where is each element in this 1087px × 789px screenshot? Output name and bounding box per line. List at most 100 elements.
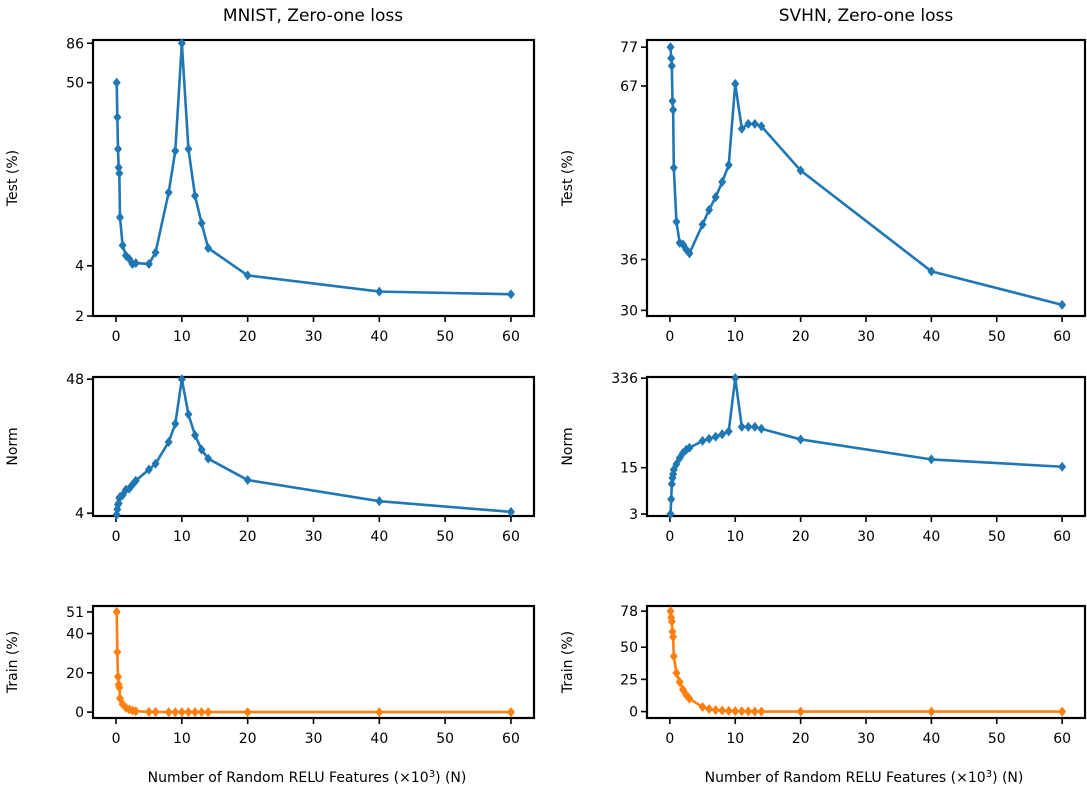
x-tick-label: 60 (502, 731, 520, 747)
data-point (184, 144, 193, 155)
data-point (678, 239, 687, 250)
chart-title-svhn: SVHN, Zero-one loss (779, 6, 954, 26)
y-tick-label: 50 (66, 76, 84, 92)
data-point (698, 702, 707, 713)
data-point (724, 159, 733, 170)
data-point (191, 707, 200, 718)
y-tick-label: 0 (75, 705, 84, 721)
x-tick-label: 40 (370, 731, 388, 747)
x-tick-label: 30 (857, 731, 875, 747)
data-point (243, 270, 252, 281)
data-point (184, 707, 193, 718)
data-point (667, 60, 676, 71)
data-point (685, 442, 694, 453)
data-point (737, 421, 746, 432)
data-point (1058, 461, 1067, 472)
data-point (204, 707, 213, 718)
data-point (757, 423, 766, 434)
x-tick-label: 40 (922, 529, 940, 545)
x-axis-label-right: Number of Random RELU Features (×103) (N… (705, 769, 1024, 787)
panel-svhn-train: 0 10 20 30 40 50 60 0 25 50 78 Train (%) (560, 604, 1087, 747)
x-tick-label: 0 (112, 529, 121, 545)
data-point (243, 475, 252, 486)
x-tick-label: 60 (1053, 731, 1071, 747)
y-tick-label: 48 (66, 372, 84, 388)
x-tick-label: 60 (502, 329, 520, 345)
y-tick-label: 3 (629, 507, 638, 523)
data-point (375, 496, 384, 507)
x-tick-label: 10 (173, 731, 191, 747)
y-tick-label: 336 (611, 371, 638, 387)
data-point (718, 177, 727, 188)
panel-mnist-train: 0 10 20 30 40 50 60 0 20 40 51 Train (%) (5, 605, 536, 747)
x-tick-label: 0 (665, 731, 674, 747)
plot-frame (645, 38, 1087, 318)
data-point (191, 190, 200, 201)
plot-frame (645, 604, 1087, 720)
plot-frame (645, 375, 1087, 518)
data-point (177, 38, 186, 49)
data-point (197, 444, 206, 455)
data-point (698, 219, 707, 230)
x-tick-label: 20 (792, 529, 810, 545)
x-tick-label: 40 (370, 329, 388, 345)
x-tick-label: 0 (112, 329, 121, 345)
y-tick-label: 15 (620, 461, 638, 477)
data-point (669, 104, 678, 115)
y-tick-label: 20 (66, 666, 84, 682)
x-tick-label: 20 (239, 329, 257, 345)
y-tick-label: 51 (66, 605, 84, 621)
x-tick-label: 40 (370, 529, 388, 545)
data-point (506, 506, 515, 517)
data-point (177, 374, 186, 385)
data-point (731, 706, 740, 717)
data-point (197, 218, 206, 229)
data-point (131, 258, 140, 269)
data-point (171, 707, 180, 718)
data-point (711, 705, 720, 716)
x-tick-label: 50 (436, 731, 454, 747)
data-point (115, 682, 124, 693)
x-tick-label: 10 (173, 329, 191, 345)
x-tick-label: 60 (1053, 529, 1071, 545)
x-tick-label: 50 (988, 731, 1006, 747)
data-point (375, 707, 384, 718)
data-point (115, 168, 124, 179)
data-point (705, 433, 714, 444)
data-point (667, 479, 676, 490)
x-tick-label: 50 (436, 329, 454, 345)
data-point (131, 706, 140, 717)
x-tick-label: 30 (857, 329, 875, 345)
x-tick-label: 10 (726, 529, 744, 545)
x-tick-label: 0 (112, 731, 121, 747)
data-point (667, 616, 676, 627)
y-axis-label: Test (%) (5, 150, 21, 207)
data-point (669, 651, 678, 662)
y-axis-label: Norm (560, 427, 576, 465)
y-tick-label: 86 (66, 36, 84, 52)
data-point (672, 459, 681, 470)
data-point (164, 707, 173, 718)
plot-frame (91, 375, 536, 518)
x-tick-label: 30 (857, 529, 875, 545)
data-point (164, 436, 173, 447)
data-point (750, 118, 759, 129)
x-tick-label: 20 (792, 329, 810, 345)
data-point (113, 112, 122, 123)
y-tick-label: 78 (620, 604, 638, 620)
data-point (731, 78, 740, 89)
panel-mnist-norm: 0 10 20 30 40 50 60 4 48 Norm (5, 372, 536, 545)
x-tick-label: 20 (239, 529, 257, 545)
data-point (796, 165, 805, 176)
data-point (675, 676, 684, 687)
data-point (718, 705, 727, 716)
data-point (151, 458, 160, 469)
data-point (672, 667, 681, 678)
data-point (698, 435, 707, 446)
data-point (164, 187, 173, 198)
data-point (204, 453, 213, 464)
data-point (711, 431, 720, 442)
y-tick-label: 25 (620, 672, 638, 688)
data-point (666, 509, 675, 520)
